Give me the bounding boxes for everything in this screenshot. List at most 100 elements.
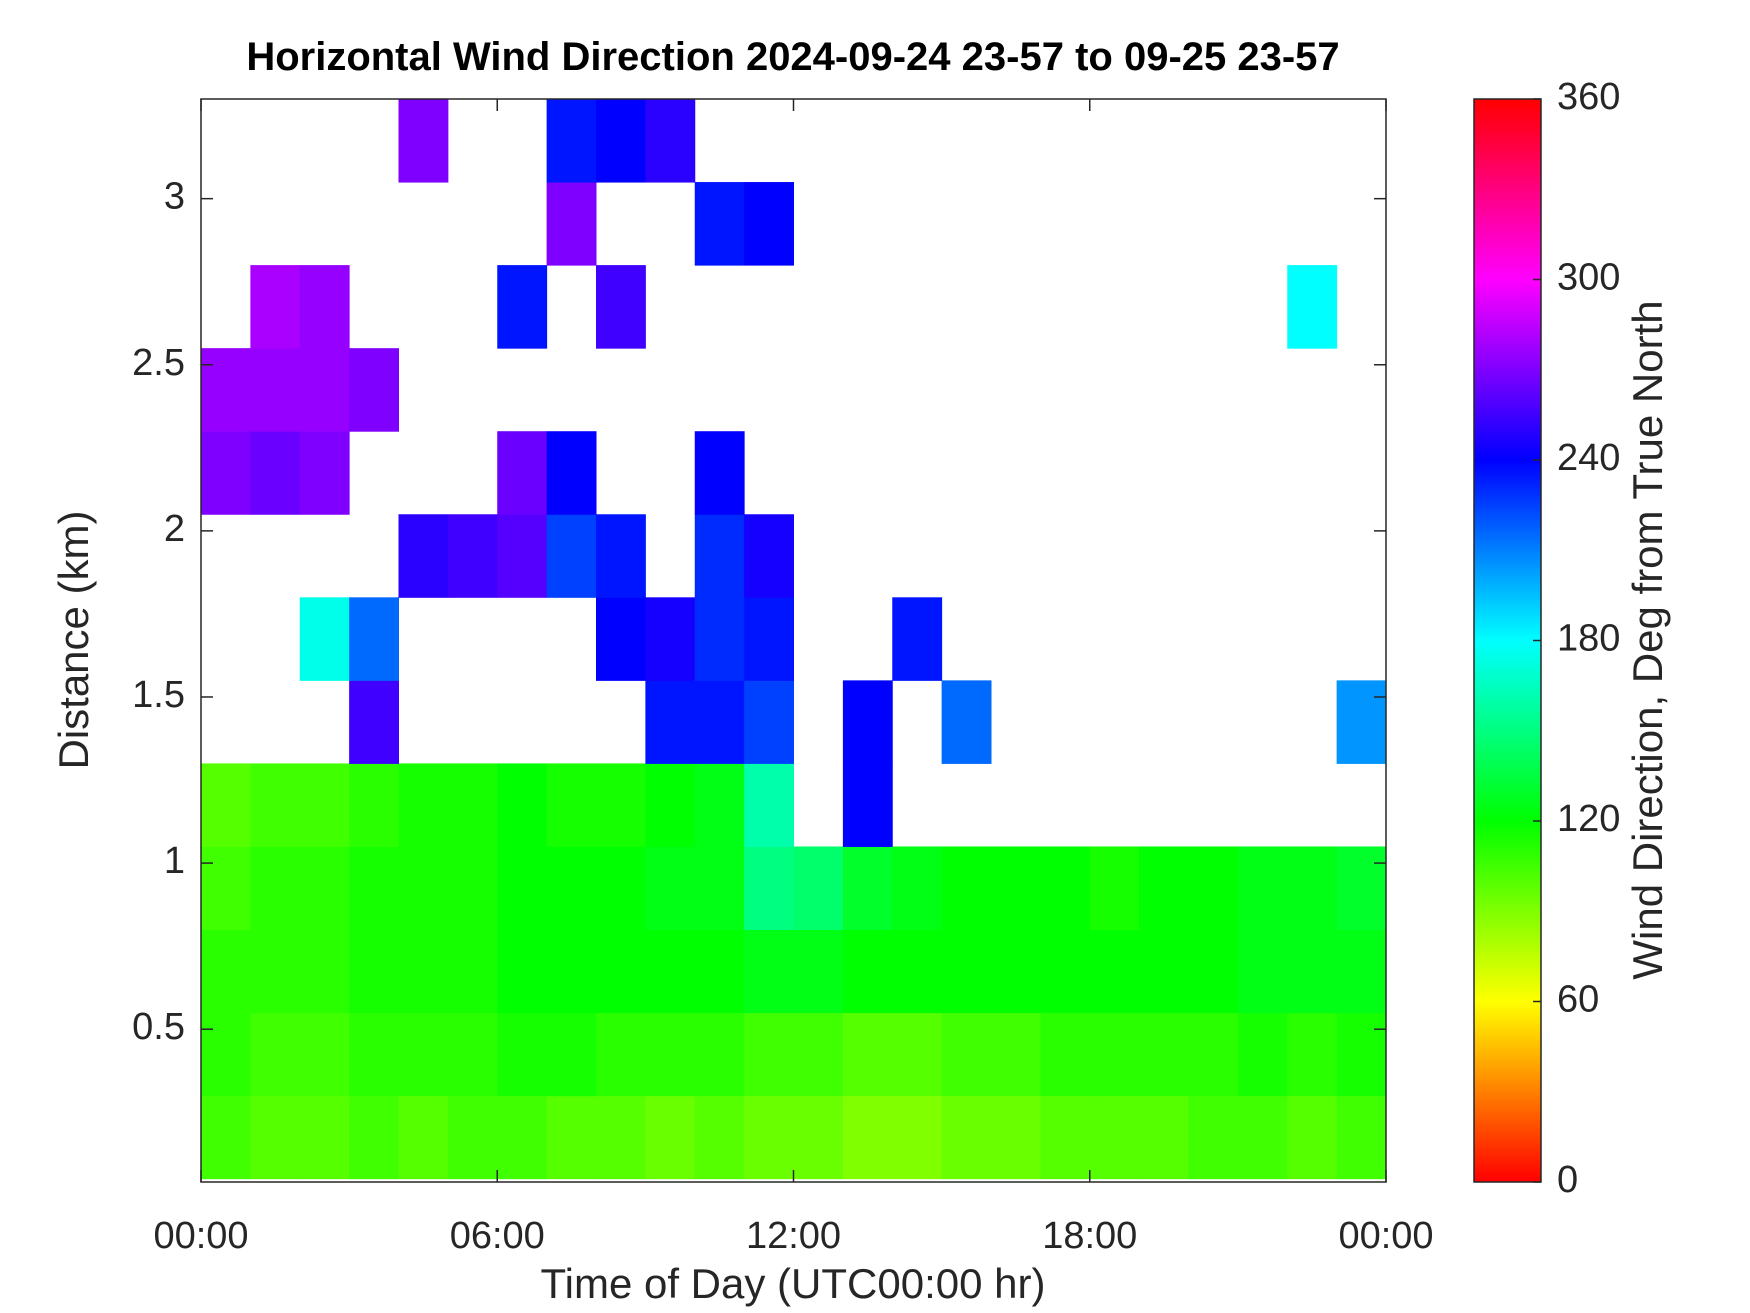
- colorbar: [1473, 98, 1542, 1183]
- colorbar-tick-label: 360: [1557, 76, 1620, 118]
- heat-cell: [941, 846, 992, 931]
- heat-cell: [892, 846, 943, 931]
- y-tick-label: 0.5: [132, 1006, 185, 1048]
- heat-cell: [250, 265, 301, 349]
- heat-cell: [201, 763, 251, 847]
- heat-cell: [941, 929, 992, 1014]
- heat-cell: [694, 431, 745, 515]
- y-tick-label: 1.5: [132, 674, 185, 716]
- chart-title: Horizontal Wind Direction 2024-09-24 23-…: [246, 35, 1339, 79]
- heat-cell: [694, 680, 745, 764]
- heat-cell: [694, 846, 745, 931]
- heat-cell: [694, 514, 745, 598]
- heat-cell: [793, 1012, 844, 1097]
- x-tick-label: 06:00: [450, 1215, 545, 1257]
- x-tick-label: 18:00: [1042, 1215, 1137, 1257]
- heat-cell: [842, 680, 893, 764]
- heat-cell: [497, 514, 548, 598]
- heat-cell: [201, 929, 251, 1014]
- heat-cell: [398, 763, 449, 847]
- heat-cell: [1188, 1012, 1239, 1097]
- heat-cell: [299, 431, 350, 515]
- heat-cell: [1139, 929, 1189, 1014]
- heat-cell: [201, 1012, 251, 1097]
- heat-cell: [694, 182, 745, 266]
- heat-cell: [842, 1095, 893, 1180]
- heat-cell: [299, 597, 350, 681]
- heat-cell: [744, 514, 794, 598]
- heat-cell: [1040, 846, 1091, 931]
- heat-cell: [299, 929, 350, 1014]
- heat-cell: [694, 929, 745, 1014]
- heat-cell: [694, 763, 745, 847]
- heat-cell: [398, 1095, 449, 1180]
- heat-cell: [645, 99, 696, 183]
- heat-cell: [596, 1095, 646, 1180]
- heat-cell: [201, 846, 251, 931]
- heat-cell: [497, 763, 548, 847]
- heat-cell: [1237, 846, 1288, 931]
- heat-cell: [596, 514, 646, 598]
- heat-cell: [645, 763, 696, 847]
- heat-cell: [546, 929, 597, 1014]
- heat-cell: [645, 929, 696, 1014]
- heat-cell: [596, 846, 646, 931]
- heat-cell: [398, 99, 449, 183]
- y-tick-label: 1: [164, 840, 185, 882]
- heat-cell: [645, 1095, 696, 1180]
- heat-cell: [1089, 846, 1140, 931]
- x-tick-label: 00:00: [1338, 1215, 1433, 1257]
- colorbar-tick-label: 0: [1557, 1159, 1578, 1201]
- heat-cell: [1287, 846, 1338, 931]
- heat-cell: [349, 1095, 399, 1180]
- heat-cell: [744, 763, 794, 847]
- heat-cell: [1089, 1095, 1140, 1180]
- heat-cell: [447, 763, 498, 847]
- heat-cell: [1188, 929, 1239, 1014]
- heat-cell: [991, 846, 1041, 931]
- heat-cell: [596, 1012, 646, 1097]
- heat-cell: [941, 1095, 992, 1180]
- heat-cell: [349, 348, 399, 432]
- heat-cell: [497, 265, 548, 349]
- heat-cell: [645, 597, 696, 681]
- y-axis-label: Distance (km): [50, 510, 97, 769]
- heat-cell: [744, 182, 794, 266]
- heat-cell: [201, 348, 251, 432]
- heat-cell: [645, 680, 696, 764]
- heat-cell: [201, 431, 251, 515]
- heat-cell: [596, 99, 646, 183]
- y-tick-label: 3: [164, 176, 185, 218]
- heat-cell: [546, 514, 597, 598]
- heat-cell: [250, 763, 301, 847]
- colorbar-tick-label: 300: [1557, 257, 1620, 299]
- heat-cell: [1336, 1012, 1387, 1097]
- x-tick-label: 00:00: [153, 1215, 248, 1257]
- y-tick-label: 2: [164, 508, 185, 550]
- heat-cell: [349, 763, 399, 847]
- heat-cell: [1237, 929, 1288, 1014]
- heat-cell: [349, 597, 399, 681]
- heat-cell: [744, 846, 794, 931]
- heat-cell: [349, 1012, 399, 1097]
- heat-cell: [793, 1095, 844, 1180]
- heat-cell: [1336, 680, 1387, 764]
- y-tick-label: 2.5: [132, 342, 185, 384]
- heat-cell: [497, 929, 548, 1014]
- heat-cell: [596, 265, 646, 349]
- heat-cell: [546, 1095, 597, 1180]
- heat-cell: [1287, 1012, 1338, 1097]
- heat-cell: [546, 763, 597, 847]
- heat-cell: [497, 846, 548, 931]
- heat-cell: [1139, 1012, 1189, 1097]
- heat-cell: [744, 680, 794, 764]
- heat-cell: [250, 846, 301, 931]
- heat-cell: [349, 846, 399, 931]
- heat-cell: [546, 99, 597, 183]
- heat-cell: [645, 846, 696, 931]
- heat-cell: [447, 514, 498, 598]
- heat-cell: [1287, 265, 1338, 349]
- colorbar-label: Wind Direction, Deg from True North: [1624, 300, 1671, 979]
- heat-cell: [1336, 1095, 1387, 1180]
- heat-cell: [447, 1095, 498, 1180]
